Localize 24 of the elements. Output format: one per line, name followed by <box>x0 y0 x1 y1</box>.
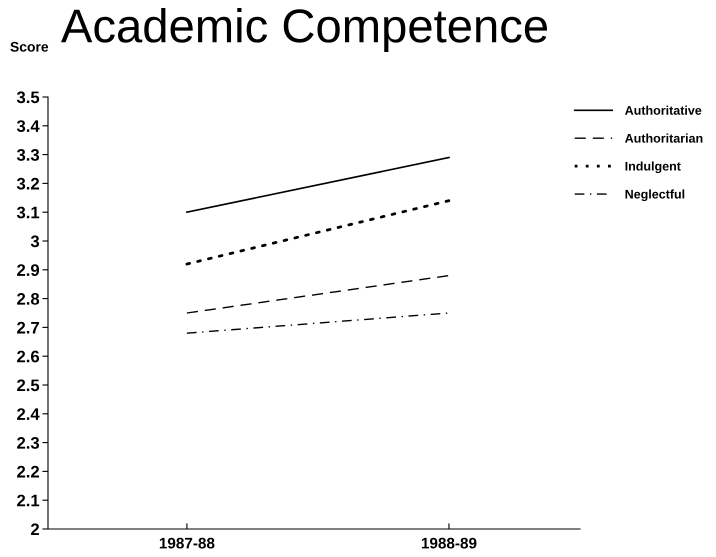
y-tick-label: 3.4 <box>16 120 40 132</box>
y-tick-label: 3.5 <box>16 91 40 104</box>
y-tick-label: 2.5 <box>17 379 40 392</box>
y-tick-label: 2.1 <box>17 494 40 506</box>
y-tick-label: 2 <box>30 523 39 536</box>
legend-label: Authoritarian <box>624 134 702 143</box>
x-tick-label: 1987-88 <box>160 538 214 549</box>
y-axis-title: Score <box>10 42 48 52</box>
y-tick-label: 3.3 <box>16 149 40 161</box>
chart-title: Academic Competence <box>61 8 548 52</box>
y-tick-label: 2.6 <box>17 350 40 362</box>
y-tick-label: 3 <box>30 235 40 248</box>
y-tick-label: 3.1 <box>16 206 40 218</box>
x-tick-label: 1988-89 <box>422 538 476 549</box>
y-tick-label: 2.7 <box>17 322 39 334</box>
y-tick-label: 2.2 <box>17 466 39 478</box>
y-tick-label: 2.3 <box>17 437 40 449</box>
y-tick-label: 2.4 <box>17 408 40 420</box>
y-tick-label: 2.8 <box>17 293 40 305</box>
y-tick-label: 3.2 <box>16 178 39 190</box>
y-tick-label: 2.9 <box>17 264 40 276</box>
legend-label: Neglectful <box>626 189 684 202</box>
legend-label: Authoritative <box>624 106 702 115</box>
legend-label: Indulgent <box>626 161 681 174</box>
